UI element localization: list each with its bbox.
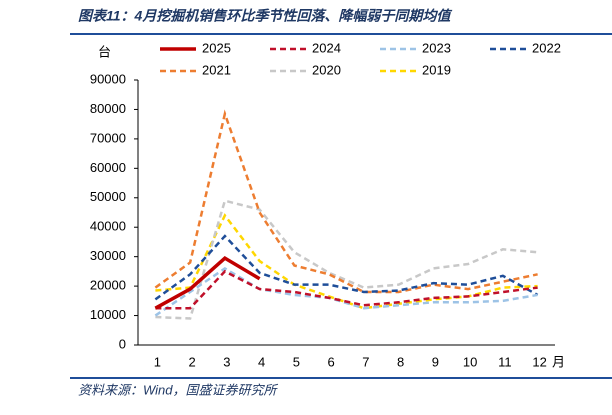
legend-label: 2022	[532, 40, 561, 55]
legend-label: 2020	[312, 62, 341, 77]
x-tick-label: 7	[362, 354, 369, 369]
y-tick-label: 90000	[90, 71, 126, 86]
y-unit: 台	[98, 44, 111, 59]
x-tick-label: 12	[532, 354, 546, 369]
legend-label: 2023	[422, 40, 451, 55]
series-line	[154, 266, 538, 317]
series-line	[155, 213, 538, 310]
y-tick-label: 30000	[90, 248, 126, 263]
x-tick-label: 3	[223, 354, 230, 369]
y-tick-label: 70000	[90, 130, 126, 145]
x-tick-label: 2	[189, 354, 196, 369]
x-tick-label: 10	[463, 354, 477, 369]
x-tick-label: 6	[328, 354, 335, 369]
series-line	[155, 269, 538, 310]
series-line	[154, 234, 539, 301]
x-tick-label: 8	[397, 354, 404, 369]
x-tick-label: 4	[258, 354, 265, 369]
y-tick-label: 60000	[90, 160, 126, 175]
y-tick-label: 20000	[90, 278, 126, 293]
series-line	[154, 109, 538, 294]
x-tick-label: 9	[432, 354, 439, 369]
legend-label: 2025	[202, 40, 231, 55]
x-tick-label: 1	[154, 354, 161, 369]
legend-label: 2019	[422, 62, 451, 77]
y-tick-label: 50000	[90, 189, 126, 204]
y-tick-label: 10000	[90, 307, 126, 322]
legend-label: 2021	[202, 62, 231, 77]
y-tick-label: 40000	[90, 219, 126, 234]
source: 资料来源：Wind，国盛证券研究所	[78, 382, 279, 397]
y-tick-label: 0	[119, 336, 126, 351]
x-tick-label: 11	[498, 354, 512, 369]
x-tick-label: 5	[293, 354, 300, 369]
legend-label: 2024	[312, 40, 341, 55]
x-unit: 月	[552, 354, 565, 369]
series-line	[155, 199, 538, 320]
chart-title: 图表11：4月挖掘机销售环比季节性回落、降幅弱于同期均值	[78, 8, 452, 24]
y-tick-label: 80000	[90, 101, 126, 116]
series-line	[154, 255, 261, 310]
